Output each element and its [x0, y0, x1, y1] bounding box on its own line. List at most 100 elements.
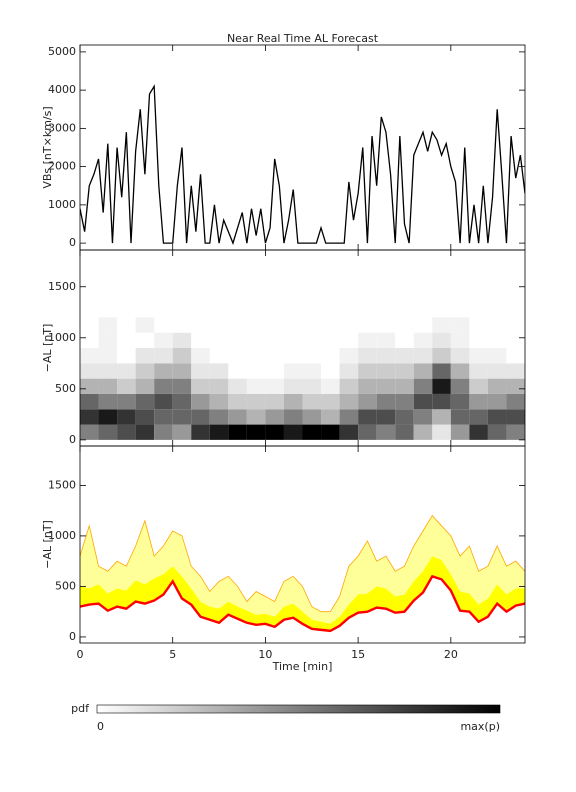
pdf-cell — [506, 317, 525, 333]
y-tick-label: 4000 — [48, 83, 76, 96]
pdf-cell — [265, 363, 284, 379]
pdf-cell — [358, 348, 377, 364]
y-tick-label: 1500 — [48, 280, 76, 293]
pdf-cell — [487, 424, 507, 440]
pdf-cell — [413, 317, 433, 333]
pdf-cell — [135, 424, 155, 440]
pdf-cell — [228, 378, 247, 394]
pdf-cell — [506, 409, 525, 425]
pdf-cell — [117, 348, 136, 364]
pdf-cell — [413, 409, 433, 425]
pdf-cell — [228, 317, 247, 333]
pdf-cell — [172, 409, 192, 425]
pdf-cell — [246, 317, 266, 333]
band-area — [80, 515, 525, 624]
pdf-cell — [302, 317, 322, 333]
pdf-cell — [487, 332, 507, 348]
pdf-cell — [395, 393, 414, 410]
pdf-cell — [265, 348, 284, 364]
pdf-cell — [98, 317, 118, 333]
colorbar-tick-label: max(p) — [460, 720, 500, 733]
pdf-cell — [321, 393, 340, 410]
pdf-cell — [265, 378, 284, 394]
pdf-cell — [135, 317, 155, 333]
pdf-cell — [80, 424, 99, 440]
pdf-cell — [283, 363, 303, 379]
plot-area — [80, 317, 525, 440]
pdf-cell — [228, 363, 247, 379]
pdf-cell — [246, 424, 266, 440]
band-edge — [80, 515, 525, 613]
pdf-cell — [358, 409, 377, 425]
pdf-cell — [450, 378, 470, 394]
pdf-cell — [246, 393, 266, 410]
pdf-cell — [432, 363, 451, 379]
pdf-cell — [506, 378, 525, 394]
pdf-cell — [283, 348, 303, 364]
y-tick-label: 2000 — [48, 160, 76, 173]
pdf-cell — [265, 393, 284, 410]
pdf-cell — [413, 393, 433, 410]
pdf-cell — [339, 378, 359, 394]
pdf-cell — [98, 409, 118, 425]
pdf-cell — [450, 332, 470, 348]
pdf-cell — [302, 378, 322, 394]
pdf-cell — [154, 317, 173, 333]
pdf-cell — [117, 409, 136, 425]
pdf-cell — [80, 393, 99, 410]
pdf-cell — [283, 409, 303, 425]
pdf-cell — [209, 348, 229, 364]
pdf-cell — [506, 363, 525, 379]
y-tick-label: 5000 — [48, 45, 76, 58]
x-tick-label: 5 — [169, 648, 176, 661]
pdf-cell — [506, 393, 525, 410]
pdf-cell — [339, 317, 359, 333]
pdf-cell — [135, 393, 155, 410]
pdf-cell — [209, 424, 229, 440]
pdf-cell — [321, 409, 340, 425]
pdf-cell — [265, 332, 284, 348]
pdf-cell — [506, 348, 525, 364]
pdf-cell — [321, 424, 340, 440]
pdf-cell — [395, 424, 414, 440]
pdf-cell — [302, 348, 322, 364]
pdf-cell — [154, 424, 173, 440]
pdf-cell — [228, 424, 247, 440]
pdf-cell — [376, 393, 396, 410]
y-tick-label: 0 — [69, 236, 76, 249]
pdf-cell — [154, 378, 173, 394]
pdf-cell — [80, 409, 99, 425]
pdf-cell — [135, 332, 155, 348]
pdf-cell — [339, 363, 359, 379]
pdf-cell — [191, 348, 210, 364]
y-axis-label: VBs [nT×km/s] — [41, 106, 54, 188]
y-axis-label: −AL [nT] — [41, 520, 54, 569]
pdf-cell — [228, 393, 247, 410]
pdf-cell — [469, 332, 488, 348]
pdf-cell — [172, 317, 192, 333]
pdf-cell — [135, 363, 155, 379]
pdf-cell — [469, 363, 488, 379]
pdf-cell — [209, 409, 229, 425]
pdf-cell — [487, 348, 507, 364]
pdf-cell — [413, 363, 433, 379]
pdf-cell — [172, 348, 192, 364]
pdf-cell — [339, 348, 359, 364]
pdf-cell — [172, 424, 192, 440]
pdf-cell — [376, 348, 396, 364]
pdf-cell — [154, 409, 173, 425]
pdf-cell — [358, 332, 377, 348]
pdf-cell — [80, 378, 99, 394]
pdf-cell — [487, 363, 507, 379]
x-tick-label: 15 — [351, 648, 365, 661]
pdf-cell — [283, 332, 303, 348]
median-line — [80, 574, 525, 633]
pdf-cell — [358, 317, 377, 333]
pdf-cell — [413, 332, 433, 348]
pdf-cell — [209, 378, 229, 394]
pdf-cell — [191, 378, 210, 394]
pdf-cell — [246, 378, 266, 394]
pdf-cell — [98, 393, 118, 410]
pdf-cell — [487, 378, 507, 394]
